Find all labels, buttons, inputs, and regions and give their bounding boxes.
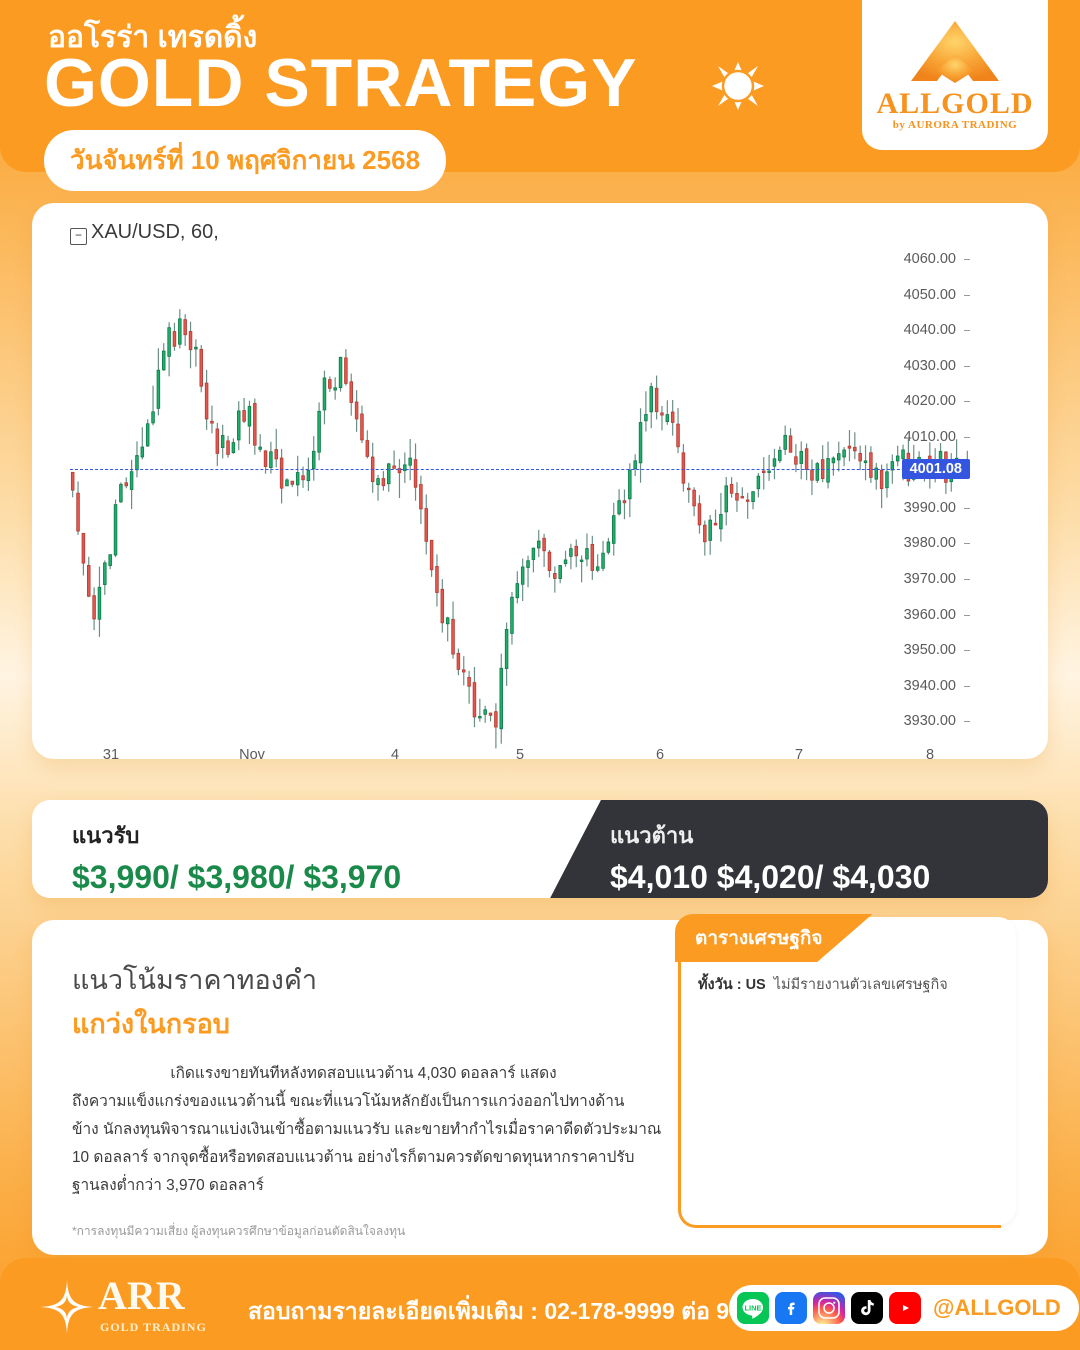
svg-text:LINE: LINE xyxy=(744,1304,761,1313)
